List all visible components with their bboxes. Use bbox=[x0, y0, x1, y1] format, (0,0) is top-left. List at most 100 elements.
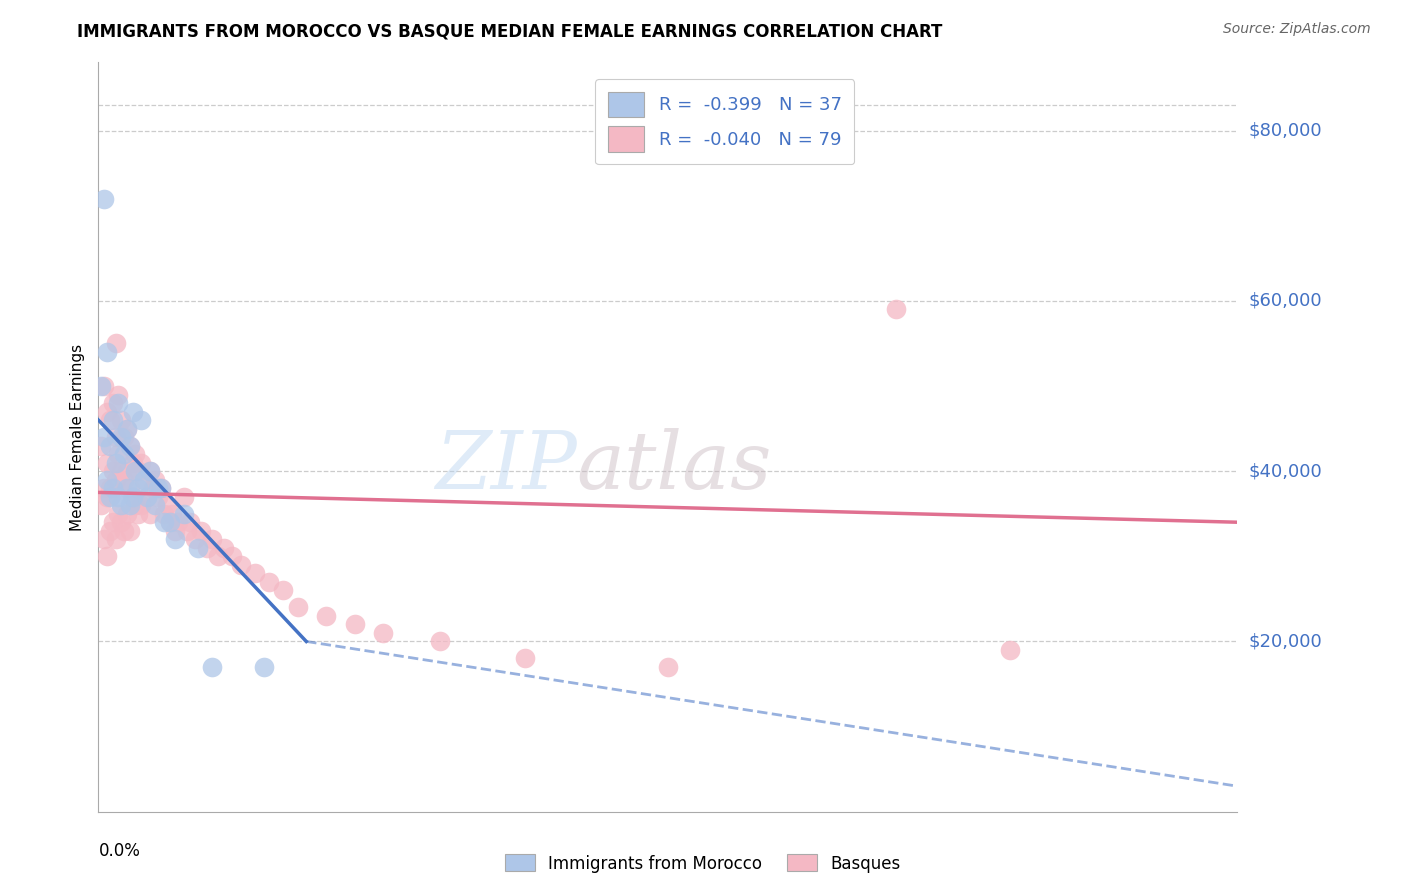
Text: $60,000: $60,000 bbox=[1249, 292, 1322, 310]
Point bbox=[315, 608, 337, 623]
Point bbox=[107, 447, 129, 461]
Point bbox=[96, 473, 118, 487]
Point bbox=[190, 524, 212, 538]
Point bbox=[252, 660, 274, 674]
Point bbox=[112, 524, 135, 538]
Point bbox=[229, 558, 252, 572]
Point bbox=[104, 533, 127, 547]
Point bbox=[159, 515, 181, 529]
Text: IMMIGRANTS FROM MOROCCO VS BASQUE MEDIAN FEMALE EARNINGS CORRELATION CHART: IMMIGRANTS FROM MOROCCO VS BASQUE MEDIAN… bbox=[77, 22, 942, 40]
Point bbox=[90, 498, 112, 512]
Point bbox=[101, 515, 124, 529]
Point bbox=[129, 413, 152, 427]
Point bbox=[118, 498, 141, 512]
Point bbox=[150, 481, 173, 495]
Point bbox=[90, 439, 112, 453]
Point bbox=[156, 498, 179, 512]
Point bbox=[115, 481, 138, 495]
Point bbox=[110, 430, 132, 444]
Point bbox=[101, 413, 124, 427]
Point bbox=[153, 507, 176, 521]
Point bbox=[107, 507, 129, 521]
Point bbox=[153, 515, 176, 529]
Text: ZIP: ZIP bbox=[434, 428, 576, 506]
Point bbox=[132, 473, 155, 487]
Point bbox=[98, 481, 121, 495]
Text: atlas: atlas bbox=[576, 428, 772, 506]
Point bbox=[104, 336, 127, 351]
Point bbox=[141, 481, 163, 495]
Point bbox=[145, 473, 167, 487]
Point bbox=[184, 533, 207, 547]
Point bbox=[127, 481, 149, 495]
Point bbox=[176, 524, 198, 538]
Point bbox=[98, 524, 121, 538]
Point bbox=[162, 507, 184, 521]
Point bbox=[110, 515, 132, 529]
Point bbox=[657, 660, 679, 674]
Point bbox=[127, 464, 149, 478]
Point bbox=[998, 643, 1021, 657]
Text: $40,000: $40,000 bbox=[1249, 462, 1322, 480]
Point bbox=[112, 447, 135, 461]
Point bbox=[159, 515, 181, 529]
Point bbox=[273, 583, 295, 598]
Point bbox=[115, 421, 138, 435]
Point bbox=[98, 490, 121, 504]
Point bbox=[884, 302, 907, 317]
Point bbox=[96, 404, 118, 418]
Text: 0.0%: 0.0% bbox=[98, 842, 141, 860]
Point bbox=[138, 464, 160, 478]
Point bbox=[121, 456, 143, 470]
Point bbox=[107, 396, 129, 410]
Point bbox=[118, 481, 141, 495]
Point bbox=[110, 464, 132, 478]
Point bbox=[112, 430, 135, 444]
Point bbox=[124, 464, 146, 478]
Point bbox=[104, 430, 127, 444]
Point bbox=[124, 447, 146, 461]
Point bbox=[187, 541, 209, 555]
Point bbox=[93, 379, 115, 393]
Point bbox=[96, 490, 118, 504]
Point bbox=[124, 498, 146, 512]
Point bbox=[118, 439, 141, 453]
Point bbox=[195, 541, 218, 555]
Point bbox=[121, 490, 143, 504]
Point bbox=[373, 626, 395, 640]
Point bbox=[165, 524, 187, 538]
Point bbox=[93, 533, 115, 547]
Point bbox=[104, 473, 127, 487]
Point bbox=[138, 507, 160, 521]
Text: $20,000: $20,000 bbox=[1249, 632, 1322, 650]
Point bbox=[96, 345, 118, 359]
Point bbox=[132, 473, 155, 487]
Point bbox=[201, 660, 224, 674]
Point bbox=[135, 490, 157, 504]
Y-axis label: Median Female Earnings: Median Female Earnings bbox=[69, 343, 84, 531]
Point bbox=[145, 498, 167, 512]
Point bbox=[115, 464, 138, 478]
Point bbox=[343, 617, 366, 632]
Point bbox=[107, 490, 129, 504]
Point bbox=[207, 549, 229, 564]
Point bbox=[243, 566, 266, 581]
Point bbox=[179, 515, 201, 529]
Point bbox=[287, 600, 309, 615]
Legend: Immigrants from Morocco, Basques: Immigrants from Morocco, Basques bbox=[498, 847, 908, 880]
Point bbox=[201, 533, 224, 547]
Point bbox=[93, 430, 115, 444]
Point bbox=[104, 456, 127, 470]
Point bbox=[115, 507, 138, 521]
Point bbox=[212, 541, 235, 555]
Legend: R =  -0.399   N = 37, R =  -0.040   N = 79: R = -0.399 N = 37, R = -0.040 N = 79 bbox=[595, 79, 855, 164]
Point bbox=[148, 490, 170, 504]
Point bbox=[107, 387, 129, 401]
Point bbox=[118, 524, 141, 538]
Point bbox=[150, 481, 173, 495]
Point bbox=[110, 413, 132, 427]
Point bbox=[101, 481, 124, 495]
Point bbox=[101, 464, 124, 478]
Text: Source: ZipAtlas.com: Source: ZipAtlas.com bbox=[1223, 22, 1371, 37]
Point bbox=[101, 396, 124, 410]
